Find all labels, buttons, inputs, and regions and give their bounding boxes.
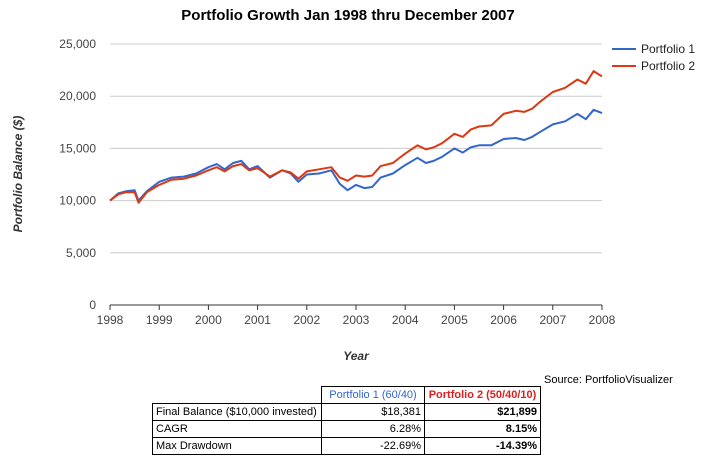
x-tick-label: 2007	[539, 313, 566, 327]
table-row: CAGR 6.28% 8.15%	[152, 420, 541, 438]
portfolio-2-value: -14.39%	[424, 437, 541, 455]
series-line-portfolio-2	[109, 70, 603, 204]
x-tick-label: 2005	[441, 313, 468, 327]
table-header-row: Portfolio 1 (60/40) Portfolio 2 (50/40/1…	[152, 386, 541, 404]
x-tick-label: 1998	[97, 313, 124, 327]
x-tick-label: 2004	[392, 313, 419, 327]
y-tick-label: 5,000	[66, 246, 96, 260]
row-label: Final Balance ($10,000 invested)	[152, 403, 322, 421]
table-row: Final Balance ($10,000 invested) $18,381…	[152, 403, 541, 421]
x-tick-label: 2001	[244, 313, 271, 327]
legend-label: Portfolio 1	[641, 42, 695, 56]
x-tick-label: 2008	[589, 313, 616, 327]
y-tick-label: 15,000	[59, 141, 96, 155]
x-axis-label: Year	[343, 349, 370, 363]
portfolio-2-value: $21,899	[424, 403, 541, 421]
row-label: CAGR	[152, 420, 322, 438]
table-header-portfolio-1: Portfolio 1 (60/40)	[321, 386, 425, 404]
chart: Portfolio Growth Jan 1998 thru December …	[11, 7, 695, 363]
portfolio-2-value: 8.15%	[424, 420, 541, 438]
legend: Portfolio 1 Portfolio 2	[612, 42, 695, 73]
y-tick-label: 25,000	[59, 37, 96, 51]
legend-label: Portfolio 2	[641, 59, 695, 73]
chart-title: Portfolio Growth Jan 1998 thru December …	[181, 7, 514, 24]
portfolio-1-value: $18,381	[321, 403, 425, 421]
source-note: Source: PortfolioVisualizer	[544, 374, 673, 386]
x-tick-label: 1999	[146, 313, 173, 327]
x-tick-label: 2006	[490, 313, 517, 327]
y-tick-label: 20,000	[59, 89, 96, 103]
y-tick-label: 10,000	[59, 194, 96, 208]
portfolio-1-value: 6.28%	[321, 420, 425, 438]
x-tick-label: 2003	[343, 313, 370, 327]
table-row: Max Drawdown -22.69% -14.39%	[152, 437, 541, 455]
portfolio-1-value: -22.69%	[321, 437, 425, 455]
series-line-portfolio-1	[109, 108, 603, 202]
y-axis-label: Portfolio Balance ($)	[11, 116, 25, 233]
y-tick-label: 0	[89, 298, 96, 312]
gridlines	[109, 43, 603, 310]
y-axis-ticks: 0 5,000 10,000 15,000 20,000 25,000	[59, 37, 96, 312]
table-header-empty	[152, 386, 322, 404]
x-tick-label: 2000	[195, 313, 222, 327]
summary-table: Portfolio 1 (60/40) Portfolio 2 (50/40/1…	[152, 386, 541, 455]
series-lines	[109, 70, 603, 204]
x-axis-ticks: 1998 1999 2000 2001 2002 2003 2004 2005 2006 2007…	[97, 313, 616, 327]
table-header-portfolio-2: Portfolio 2 (50/40/10)	[424, 386, 541, 404]
row-label: Max Drawdown	[152, 437, 322, 455]
x-tick-label: 2002	[293, 313, 320, 327]
